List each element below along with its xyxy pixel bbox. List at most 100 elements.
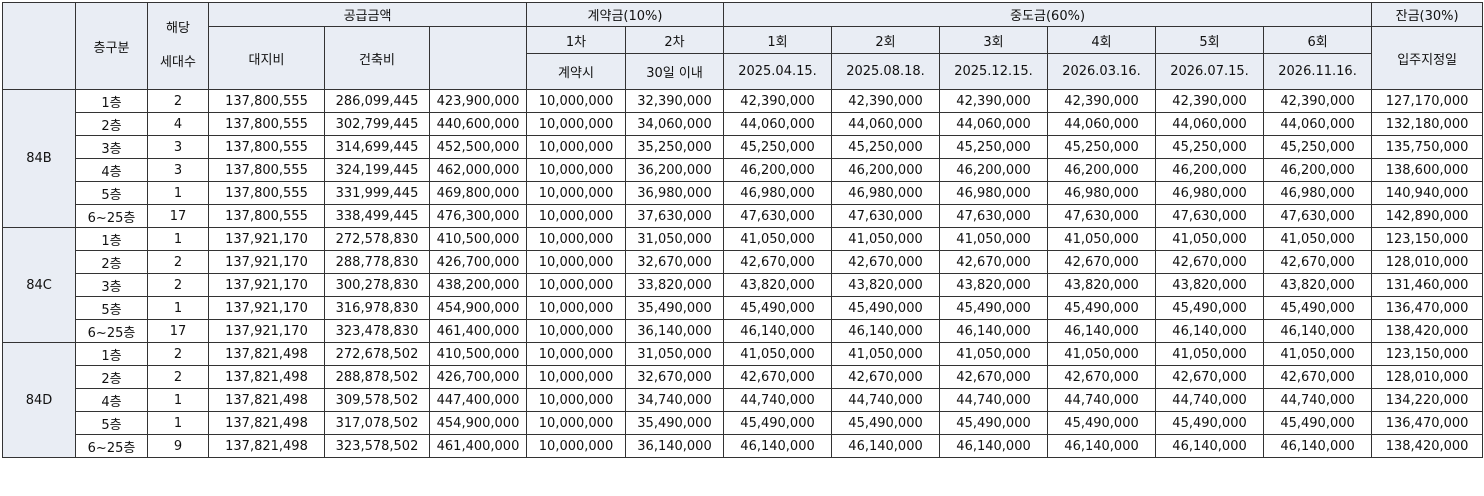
header-interim-2-date: 2025.08.18.: [831, 53, 941, 90]
deposit-1-cell: 10,000,000: [526, 89, 626, 113]
interim-5-cell: 42,670,000: [1155, 365, 1265, 389]
land-cost-cell: 137,921,170: [208, 296, 325, 320]
supply-total-cell: 476,300,000: [429, 204, 527, 228]
deposit-1-cell: 10,000,000: [526, 204, 626, 228]
supply-total-cell: 447,400,000: [429, 388, 527, 412]
deposit-2-cell: 36,140,000: [624, 319, 725, 343]
header-corner: [2, 2, 76, 90]
interim-2-cell: 41,050,000: [831, 227, 941, 251]
header-land: 대지비: [208, 26, 325, 90]
deposit-1-cell: 10,000,000: [526, 342, 626, 366]
interim-5-cell: 44,060,000: [1155, 112, 1265, 136]
units-cell: 1: [147, 411, 209, 435]
deposit-2-cell: 33,820,000: [624, 273, 725, 297]
units-cell: 2: [147, 250, 209, 274]
interim-5-cell: 46,980,000: [1155, 181, 1265, 205]
balance-cell: 135,750,000: [1371, 135, 1484, 159]
table-row: 4층 1 137,821,498 309,578,502 447,400,000 10,0…: [3, 388, 1484, 412]
interim-1-cell: 46,200,000: [723, 158, 833, 182]
floor-cell: 6~25층: [75, 319, 148, 343]
deposit-2-cell: 32,670,000: [624, 365, 725, 389]
interim-4-cell: 45,490,000: [1047, 411, 1157, 435]
interim-5-cell: 41,050,000: [1155, 342, 1265, 366]
interim-6-cell: 44,060,000: [1263, 112, 1373, 136]
balance-cell: 131,460,000: [1371, 273, 1484, 297]
interim-2-cell: 41,050,000: [831, 342, 941, 366]
interim-5-cell: 46,140,000: [1155, 319, 1265, 343]
deposit-2-cell: 35,490,000: [624, 411, 725, 435]
interim-6-cell: 46,140,000: [1263, 319, 1373, 343]
building-cost-cell: 288,878,502: [324, 365, 430, 389]
interim-3-cell: 46,140,000: [939, 434, 1049, 458]
deposit-1-cell: 10,000,000: [526, 112, 626, 136]
supply-total-cell: 410,500,000: [429, 342, 527, 366]
interim-6-cell: 45,250,000: [1263, 135, 1373, 159]
building-cost-cell: 302,799,445: [324, 112, 430, 136]
header-units-bottom: 세대수: [160, 55, 196, 70]
land-cost-cell: 137,821,498: [208, 411, 325, 435]
building-cost-cell: 272,678,502: [324, 342, 430, 366]
units-cell: 2: [147, 89, 209, 113]
interim-3-cell: 41,050,000: [939, 342, 1049, 366]
interim-1-cell: 46,140,000: [723, 319, 833, 343]
interim-1-cell: 45,490,000: [723, 296, 833, 320]
interim-6-cell: 41,050,000: [1263, 342, 1373, 366]
header-units-top: 해당: [166, 21, 190, 36]
interim-4-cell: 42,670,000: [1047, 250, 1157, 274]
supply-total-cell: 440,600,000: [429, 112, 527, 136]
header-balance: 잔금(30%): [1371, 2, 1484, 27]
header-units: 해당 세대수: [147, 2, 209, 90]
deposit-1-cell: 10,000,000: [526, 388, 626, 412]
interim-4-cell: 42,670,000: [1047, 365, 1157, 389]
balance-cell: 134,220,000: [1371, 388, 1484, 412]
interim-5-cell: 42,670,000: [1155, 250, 1265, 274]
header-deposit-2: 2차: [624, 26, 725, 54]
building-cost-cell: 316,978,830: [324, 296, 430, 320]
interim-1-cell: 42,390,000: [723, 89, 833, 113]
interim-2-cell: 43,820,000: [831, 273, 941, 297]
balance-cell: 138,600,000: [1371, 158, 1484, 182]
interim-5-cell: 45,490,000: [1155, 296, 1265, 320]
interim-3-cell: 45,490,000: [939, 296, 1049, 320]
deposit-2-cell: 34,740,000: [624, 388, 725, 412]
interim-2-cell: 46,980,000: [831, 181, 941, 205]
table-row: 3층 3 137,800,555 314,699,445 452,500,000 10,0…: [3, 135, 1484, 159]
interim-2-cell: 45,490,000: [831, 411, 941, 435]
interim-3-cell: 41,050,000: [939, 227, 1049, 251]
header-interim-5-date: 2026.07.15.: [1155, 53, 1265, 90]
header-interim-3-date: 2025.12.15.: [939, 53, 1049, 90]
table-row: 6~25층 17 137,800,555 338,499,445 476,300,000…: [3, 204, 1484, 228]
floor-cell: 3층: [75, 273, 148, 297]
interim-5-cell: 44,740,000: [1155, 388, 1265, 412]
interim-1-cell: 42,670,000: [723, 250, 833, 274]
units-cell: 1: [147, 227, 209, 251]
interim-5-cell: 42,390,000: [1155, 89, 1265, 113]
interim-1-cell: 41,050,000: [723, 227, 833, 251]
table-header: 층구분 해당 세대수 공급금액 계약금(10%) 중도금(60%) 잔금(30%…: [2, 2, 1484, 90]
interim-3-cell: 47,630,000: [939, 204, 1049, 228]
deposit-1-cell: 10,000,000: [526, 135, 626, 159]
supply-total-cell: 461,400,000: [429, 319, 527, 343]
land-cost-cell: 137,821,498: [208, 434, 325, 458]
interim-4-cell: 44,060,000: [1047, 112, 1157, 136]
interim-6-cell: 45,490,000: [1263, 411, 1373, 435]
deposit-1-cell: 10,000,000: [526, 158, 626, 182]
interim-3-cell: 46,200,000: [939, 158, 1049, 182]
interim-2-cell: 46,140,000: [831, 319, 941, 343]
deposit-2-cell: 36,980,000: [624, 181, 725, 205]
land-cost-cell: 137,800,555: [208, 135, 325, 159]
deposit-1-cell: 10,000,000: [526, 411, 626, 435]
land-cost-cell: 137,821,498: [208, 388, 325, 412]
table-row: 5층 1 137,800,555 331,999,445 469,800,000 10,0…: [3, 181, 1484, 205]
land-cost-cell: 137,821,498: [208, 365, 325, 389]
interim-6-cell: 42,390,000: [1263, 89, 1373, 113]
floor-cell: 4층: [75, 388, 148, 412]
interim-1-cell: 45,250,000: [723, 135, 833, 159]
supply-total-cell: 426,700,000: [429, 365, 527, 389]
building-cost-cell: 309,578,502: [324, 388, 430, 412]
units-cell: 2: [147, 365, 209, 389]
payment-schedule-table: 층구분 해당 세대수 공급금액 계약금(10%) 중도금(60%) 잔금(30%…: [2, 2, 1484, 458]
balance-cell: 138,420,000: [1371, 319, 1484, 343]
building-cost-cell: 323,578,502: [324, 434, 430, 458]
interim-2-cell: 46,200,000: [831, 158, 941, 182]
